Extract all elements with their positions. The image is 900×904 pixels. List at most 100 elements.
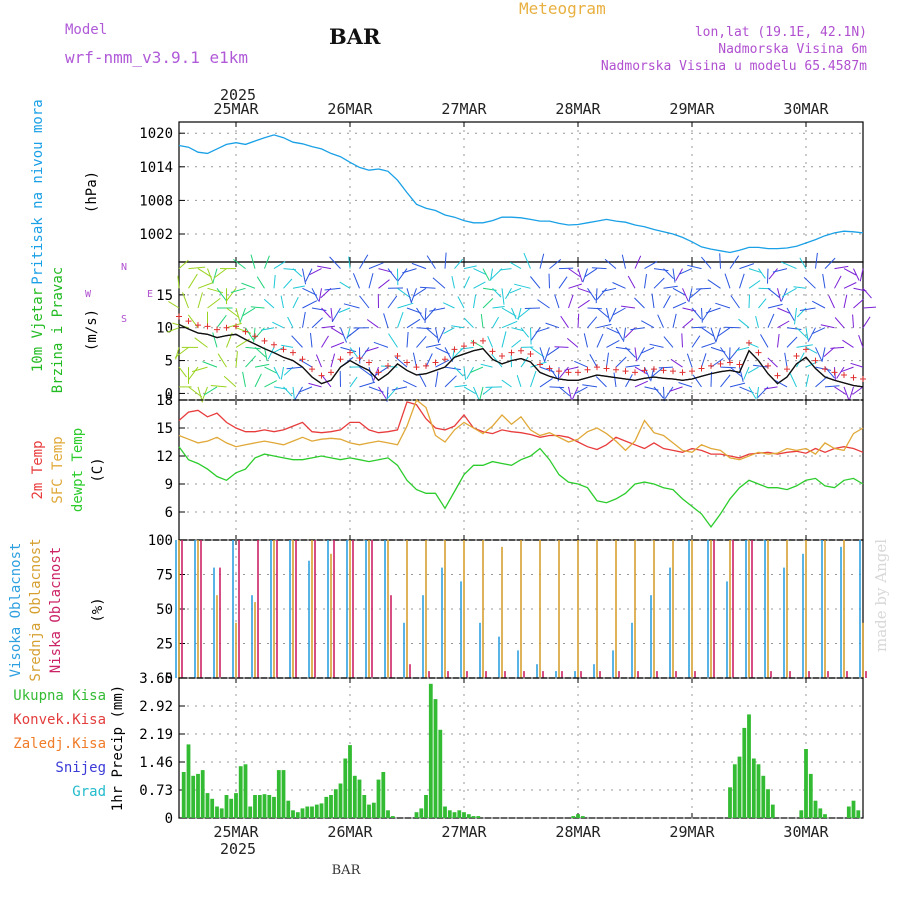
wind-arrow (512, 340, 521, 348)
wind-arrow (211, 386, 227, 387)
wind-arrow (312, 318, 323, 328)
precip-bar (339, 784, 343, 819)
precip-bar (282, 770, 286, 818)
precip-bar (258, 795, 262, 818)
wind-arrow (530, 277, 540, 289)
gust-marker (224, 325, 230, 331)
wind-arrow (531, 328, 532, 345)
wind-arrow (749, 387, 756, 399)
wind-arrow (493, 317, 499, 328)
y-tick-label: 10 (156, 321, 173, 337)
y-tick-label: 50 (156, 602, 173, 618)
wind-arrow (521, 328, 529, 338)
wind-arrow (227, 323, 242, 327)
wind-arrow (531, 371, 537, 387)
gust-marker (499, 353, 505, 359)
wind-arrow (506, 288, 512, 298)
wind-arrow (514, 284, 530, 288)
wind-arrow (288, 317, 293, 328)
gust-marker (395, 353, 401, 359)
gust-marker (813, 358, 819, 364)
wind-arrow (292, 336, 303, 348)
wind-arrow (243, 372, 246, 387)
wind-axis-label: 10m Vjetar (30, 288, 46, 372)
wind-arrow (764, 387, 777, 389)
wind-arrow (433, 278, 445, 289)
wind-arrow (233, 259, 245, 268)
gust-marker (689, 368, 695, 374)
footer-station: BAR (332, 863, 362, 878)
panels: 1002100810141020051015691215180255075100… (139, 122, 876, 827)
wind-subaxis-label: Brzina i Pravac (50, 267, 66, 393)
precip-bar (296, 812, 300, 818)
gust-marker (518, 348, 524, 354)
gust-marker (585, 367, 591, 373)
wind-arrow (480, 387, 483, 400)
precip-bar (453, 812, 457, 818)
wind-arrow (217, 315, 226, 327)
gust-marker (680, 369, 686, 375)
wind-arrow (664, 387, 665, 401)
credit-text: made by Angel (872, 539, 890, 652)
wind-arrow (198, 283, 213, 289)
wind-arrow (388, 296, 397, 308)
precip-bar (847, 807, 851, 819)
wind-arrow (702, 353, 707, 367)
wind-arrow (635, 347, 637, 361)
precip-bar (343, 759, 347, 819)
wind-arrow (502, 380, 512, 387)
wind-arrow (316, 355, 321, 368)
wind-arrow (322, 336, 329, 348)
panel-frame (179, 122, 863, 262)
compass-w: W (85, 289, 92, 300)
wind-arrow (569, 295, 574, 308)
wind-arrow (616, 347, 630, 349)
pressure-axis-label: Pritisak na nivou mora (30, 99, 46, 284)
wind-arrow (588, 317, 597, 328)
gust-marker (651, 366, 657, 372)
wind-arrow (837, 367, 844, 378)
precip-bar (438, 730, 442, 818)
wind-arrow (664, 296, 671, 309)
y-tick-label: 15 (156, 288, 173, 304)
compass-s: S (121, 314, 127, 325)
wind-arrow (778, 334, 780, 347)
wind-arrow (407, 332, 408, 347)
wind-arrow (806, 375, 809, 387)
wind-arrow (626, 374, 633, 387)
wind-arrow (596, 377, 606, 387)
wind-arrow (546, 323, 559, 328)
wind-arrow (800, 308, 816, 311)
wind-arrow (835, 266, 849, 268)
panel-labels: 25MAR25MAR26MAR26MAR27MAR27MAR28MAR28MAR… (8, 99, 830, 841)
gust-marker (594, 364, 600, 370)
y-tick-label: 100 (148, 533, 173, 549)
gust-marker (414, 364, 420, 370)
wind-arrow (257, 277, 264, 289)
precip-bar (809, 774, 813, 818)
wind-arrow (574, 361, 587, 367)
wind-arrow (785, 353, 787, 367)
wind-arrow (592, 268, 607, 269)
wind-arrow (550, 259, 561, 268)
wind-arrow (208, 288, 223, 292)
wind-arrow (403, 381, 416, 387)
wind-arrow (524, 253, 531, 269)
wind-arrow (392, 387, 407, 390)
precip-bar (757, 764, 761, 818)
wind-arrow (281, 296, 283, 308)
bottom-day-label: 29MAR (669, 823, 715, 841)
wind-arrow (635, 381, 648, 387)
wind-arrow (830, 347, 844, 348)
wind-arrow (525, 308, 540, 309)
wind-arrow (246, 356, 256, 367)
wind-arrow (192, 367, 207, 372)
wind-arrow (438, 328, 445, 343)
wind-arrow (488, 336, 493, 347)
wind-arrow (502, 288, 504, 304)
wind-arrow (242, 283, 256, 288)
gust-marker (433, 360, 439, 366)
wind-arrow (398, 269, 407, 282)
wind-arrow (787, 328, 801, 330)
